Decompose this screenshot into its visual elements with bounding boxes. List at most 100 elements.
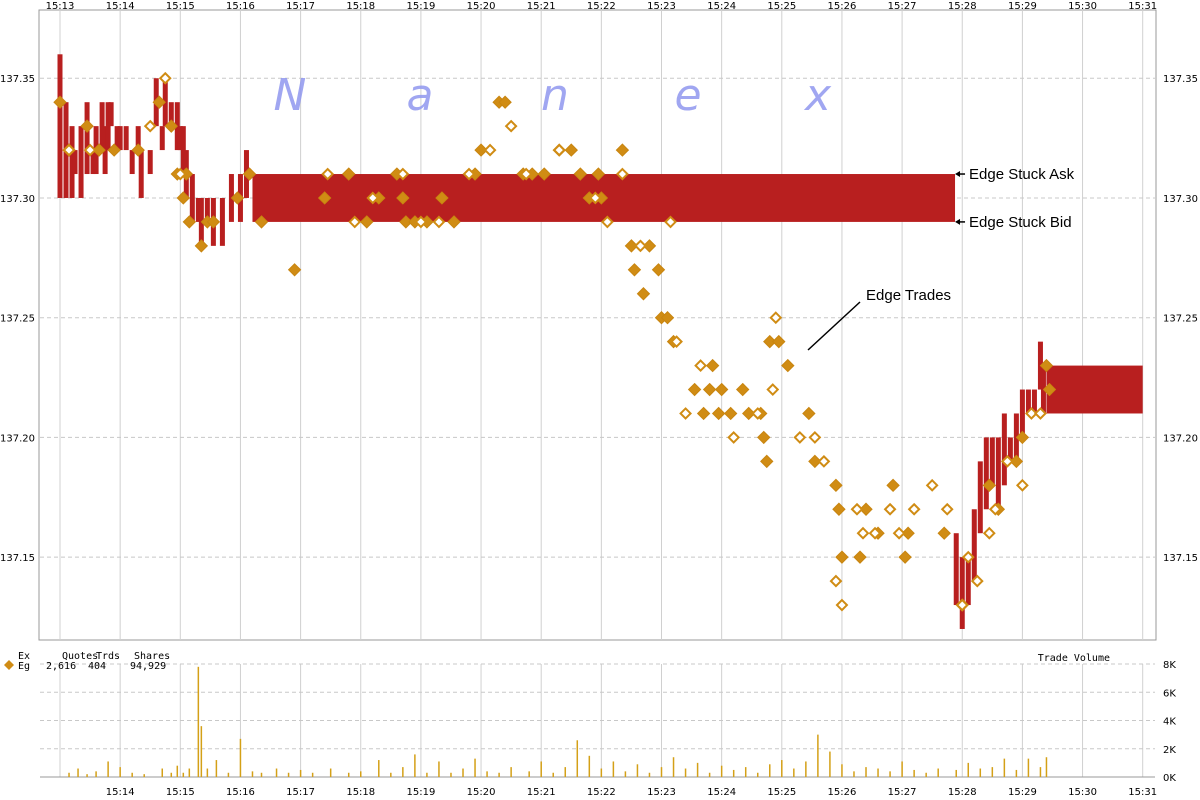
trade-marker-hollow: [883, 502, 897, 516]
quote-bar: [78, 126, 84, 198]
volume-bar: [260, 772, 263, 777]
trade-marker-hollow: [143, 119, 157, 133]
volume-bar: [188, 768, 191, 777]
trade-marker-filled: [711, 406, 726, 421]
quote-bar: [977, 461, 983, 534]
stats-value: 404: [88, 661, 106, 672]
quote-bands: [252, 174, 1143, 414]
volume-bar: [275, 768, 278, 777]
trade-marker-filled: [176, 191, 191, 205]
volume-bar: [474, 758, 476, 777]
x-tick-label-bottom: 15:19: [406, 787, 435, 798]
trade-marker-hollow: [670, 335, 683, 349]
trade-marker-hollow: [62, 143, 76, 157]
quote-bar: [995, 437, 1001, 510]
volume-bar: [1027, 758, 1030, 777]
trade-marker-filled: [705, 358, 720, 373]
quote-bar: [965, 557, 971, 606]
trade-marker-filled: [317, 191, 332, 205]
volume-bar: [462, 768, 464, 777]
trade-marker-hollow: [462, 167, 476, 181]
stats-header: Trds: [96, 651, 120, 662]
trade-marker-filled: [152, 95, 166, 109]
trade-marker-filled: [832, 502, 846, 516]
x-tick-label-bottom: 15:30: [1068, 787, 1097, 798]
stats-value: 94,929: [130, 661, 166, 672]
volume-tick-label: 4K: [1163, 717, 1176, 728]
trade-marker-filled: [399, 215, 413, 229]
quote-bar: [138, 150, 144, 198]
x-tick-label-top: 15:28: [948, 1, 977, 12]
trade-marker-filled: [627, 263, 642, 277]
volume-bar: [360, 771, 362, 777]
volume-bar: [600, 768, 603, 777]
volume-tick-label: 0K: [1163, 773, 1176, 784]
annotation-stuck-ask: Edge Stuck Ask: [969, 166, 1075, 183]
volume-bar: [552, 772, 554, 777]
trade-marker-filled: [396, 191, 410, 205]
volume-bar: [176, 765, 179, 777]
x-tick-label-top: 15:22: [587, 1, 616, 12]
trade-marker-filled: [254, 215, 269, 229]
volume-bar: [68, 772, 70, 777]
trade-marker-filled: [886, 478, 900, 493]
x-tick-label-top: 15:29: [1008, 1, 1037, 12]
trade-marker-hollow: [552, 143, 566, 157]
x-tick-label-top: 15:26: [828, 1, 857, 12]
x-tick-label-bottom: 15:14: [106, 787, 135, 798]
trade-marker-filled: [80, 119, 94, 133]
trade-marker-filled: [107, 143, 121, 157]
trade-marker-filled: [53, 95, 67, 109]
trade-marker-hollow: [519, 167, 533, 181]
trade-marker-filled: [360, 215, 374, 229]
trade-marker-hollow: [483, 143, 497, 157]
y-tick-label-right: 137.25: [1163, 314, 1198, 325]
trade-marker-hollow: [664, 215, 677, 229]
trade-marker-filled: [901, 526, 915, 540]
volume-bar: [161, 768, 164, 777]
trade-marker-hollow: [808, 431, 822, 444]
trade-marker-filled: [702, 382, 717, 397]
trade-marker-hollow: [856, 526, 870, 540]
volume-bar: [744, 767, 747, 777]
volume-bar: [528, 771, 530, 777]
volume-bar: [239, 738, 242, 777]
trade-marker-hollow: [793, 431, 807, 444]
trade-marker-hollow: [727, 431, 741, 444]
x-tick-label-bottom: 15:26: [828, 787, 857, 798]
x-tick-label-bottom: 15:17: [286, 787, 315, 798]
x-tick-label-top: 15:15: [166, 1, 195, 12]
trade-marker-filled: [696, 406, 711, 421]
volume-bar: [793, 768, 795, 777]
quote-bar: [1001, 413, 1007, 486]
trade-marker-filled: [591, 167, 606, 181]
x-tick-label-bottom: 15:23: [647, 787, 676, 798]
x-tick-label-bottom: 15:18: [346, 787, 375, 798]
volume-bar: [299, 769, 302, 777]
quote-bar: [180, 126, 186, 175]
trade-marker-hollow: [988, 502, 1002, 516]
volume-bar: [955, 769, 957, 777]
quote-bar: [105, 102, 111, 151]
quote-bar: [69, 126, 75, 198]
volume-bar: [251, 771, 254, 777]
x-tick-label-top: 15:21: [527, 1, 556, 12]
volume-bars: [68, 666, 1048, 777]
volume-bar: [170, 772, 173, 777]
volume-bar: [540, 761, 542, 777]
price-frame: [38, 9, 1157, 641]
trade-marker-hollow: [366, 191, 380, 205]
trade-marker-filled: [660, 310, 675, 325]
trade-marker-hollow: [1034, 407, 1047, 420]
volume-bar: [877, 768, 879, 777]
quote-bar: [189, 174, 195, 222]
volume-bar: [979, 768, 982, 777]
quote-bar: [84, 102, 90, 175]
trade-marker-filled: [651, 263, 666, 277]
trade-marker-hollow: [940, 502, 954, 516]
volume-bar: [200, 726, 203, 777]
volume-bar: [817, 734, 819, 777]
x-tick-label-top: 15:19: [406, 1, 435, 12]
